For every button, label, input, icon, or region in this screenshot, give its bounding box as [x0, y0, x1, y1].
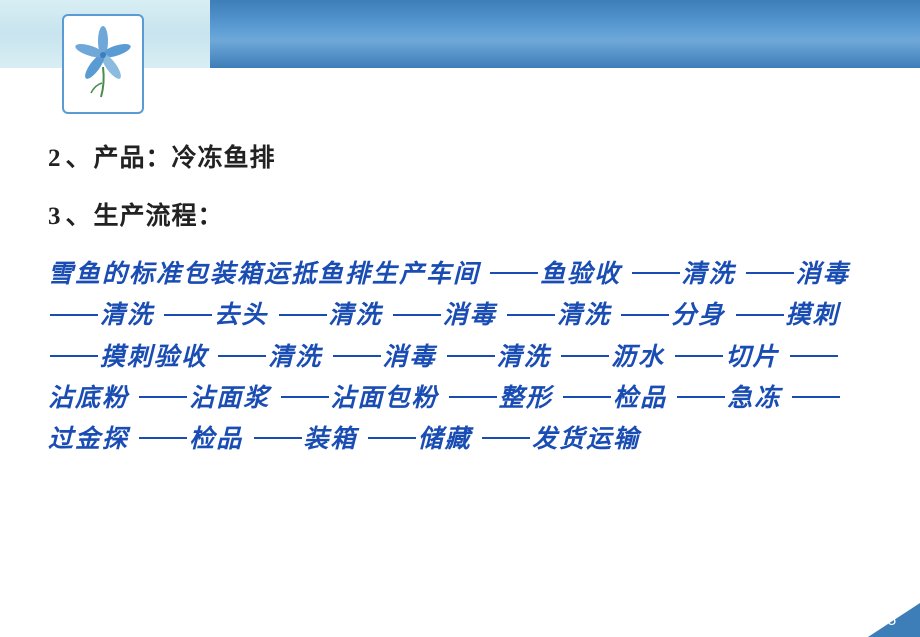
- heading-sep-2: 、: [66, 145, 92, 172]
- slide-content: 2、产品：冷冻鱼排 3、生产流程： 雪鱼的标准包装箱运抵鱼排生产车间 鱼验收 清…: [48, 138, 880, 460]
- flow-separator: [368, 437, 416, 439]
- flow-step: 清洗: [268, 344, 322, 371]
- flow-step: 清洗: [100, 302, 154, 329]
- flow-separator: [50, 355, 98, 357]
- flow-separator: [736, 314, 784, 316]
- flow-step: 沾底粉: [48, 385, 129, 412]
- flow-separator: [677, 396, 725, 398]
- flow-step: 检品: [613, 385, 667, 412]
- flow-step: 清洗: [497, 344, 551, 371]
- heading-num-2: 2: [48, 145, 62, 172]
- flow-separator: [254, 437, 302, 439]
- flow-step: 储藏: [418, 426, 472, 453]
- flow-step: 清洗: [329, 302, 383, 329]
- flow-separator: [281, 396, 329, 398]
- flow-separator: [333, 355, 381, 357]
- flow-step: 分身: [671, 302, 725, 329]
- flow-separator: [507, 314, 555, 316]
- flow-step: 摸刺验收: [100, 344, 208, 371]
- flow-step: 消毒: [443, 302, 497, 329]
- flow-separator: [139, 437, 187, 439]
- heading-num-3: 3: [48, 203, 62, 230]
- heading-value-product: 冷冻鱼排: [172, 145, 276, 172]
- flow-step: 整形: [499, 385, 553, 412]
- flow-step: 摸刺: [786, 302, 840, 329]
- flow-separator: [482, 437, 530, 439]
- flow-step: 装箱: [304, 426, 358, 453]
- flow-step: 切片: [725, 344, 779, 371]
- heading-label-product: 产品：: [94, 145, 172, 172]
- flow-intro: 雪鱼的标准包装箱运抵鱼排生产车间: [48, 261, 480, 288]
- heading-process: 3、生产流程：: [48, 196, 880, 232]
- flow-separator: [490, 272, 538, 274]
- flow-step: 沾面包粉: [331, 385, 439, 412]
- flower-icon: [73, 25, 133, 103]
- process-flow: 雪鱼的标准包装箱运抵鱼排生产车间 鱼验收 清洗 消毒 清洗 去头 清洗 消毒 清…: [48, 254, 880, 460]
- flow-separator: [790, 355, 838, 357]
- flow-step: 鱼验收: [540, 261, 621, 288]
- heading-label-process: 生产流程：: [94, 203, 224, 230]
- flow-step: 清洗: [682, 261, 736, 288]
- flow-step: 发货运输: [532, 426, 640, 453]
- flow-separator: [563, 396, 611, 398]
- flow-step: 检品: [189, 426, 243, 453]
- flow-separator: [449, 396, 497, 398]
- flow-step: 消毒: [796, 261, 850, 288]
- heading-product: 2、产品：冷冻鱼排: [48, 138, 880, 174]
- flow-separator: [279, 314, 327, 316]
- flow-separator: [632, 272, 680, 274]
- flow-step: 急冻: [727, 385, 781, 412]
- flow-separator: [218, 355, 266, 357]
- page-number: 5: [876, 612, 908, 629]
- flow-step: 去头: [214, 302, 268, 329]
- flow-step: 清洗: [557, 302, 611, 329]
- flow-separator: [621, 314, 669, 316]
- flow-step: 沾面浆: [189, 385, 270, 412]
- flow-separator: [139, 396, 187, 398]
- flow-separator: [561, 355, 609, 357]
- flow-separator: [746, 272, 794, 274]
- flow-step: 沥水: [611, 344, 665, 371]
- flow-step: 消毒: [383, 344, 437, 371]
- header-gradient-right: [210, 0, 920, 68]
- flow-separator: [792, 396, 840, 398]
- logo-box: [62, 14, 144, 114]
- flow-separator: [447, 355, 495, 357]
- flow-separator: [675, 355, 723, 357]
- heading-sep-3: 、: [66, 203, 92, 230]
- flow-step: 过金探: [48, 426, 129, 453]
- flow-separator: [393, 314, 441, 316]
- flow-separator: [50, 314, 98, 316]
- flow-separator: [164, 314, 212, 316]
